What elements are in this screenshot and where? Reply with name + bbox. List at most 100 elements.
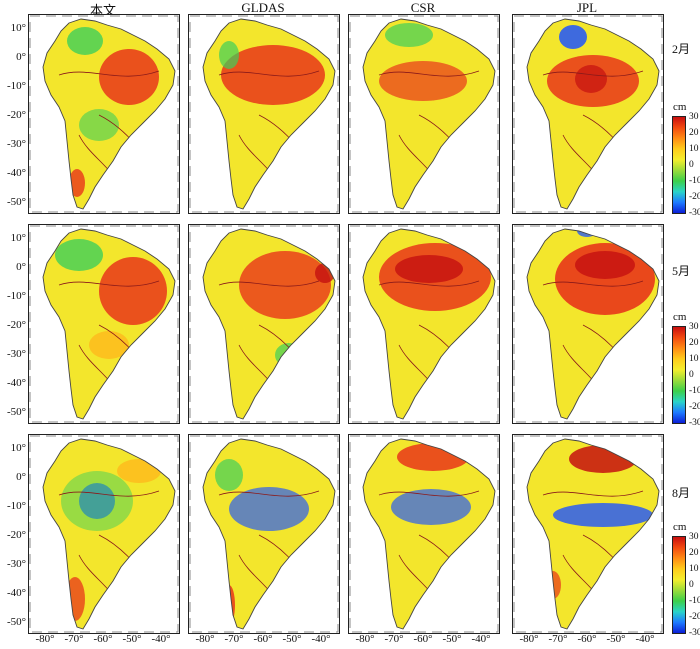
x-tick-label: -80° bbox=[195, 633, 215, 645]
coastline bbox=[202, 228, 336, 420]
y-tick-label: -40° bbox=[6, 587, 26, 599]
coastline bbox=[526, 228, 660, 420]
y-tick-label: 0° bbox=[16, 471, 26, 483]
row-label-may: 5月 bbox=[672, 264, 691, 278]
colorbar bbox=[672, 536, 686, 634]
map-panel-gldas-0 bbox=[188, 14, 340, 214]
colorbar-tick-label: 10 bbox=[689, 144, 699, 154]
anomaly-region bbox=[67, 27, 103, 55]
row-label-feb: 2月 bbox=[672, 42, 691, 56]
column-title-1: GLDAS bbox=[241, 0, 285, 15]
anomaly-region bbox=[397, 443, 469, 471]
map-panel-本文-0 bbox=[28, 14, 180, 214]
x-tick-label: -80° bbox=[519, 633, 539, 645]
anomaly-region bbox=[537, 379, 553, 407]
panel-frame bbox=[29, 15, 179, 213]
coastline bbox=[362, 438, 496, 630]
colorbar-tick-label: 0 bbox=[689, 160, 694, 170]
colorbar-tick-label: -20 bbox=[689, 402, 700, 412]
anomaly-region bbox=[65, 577, 85, 621]
colorbar-tick-label: -10 bbox=[689, 596, 700, 606]
anomaly-region bbox=[55, 239, 103, 271]
anomaly-region bbox=[575, 65, 607, 93]
panel-frame bbox=[29, 435, 179, 633]
y-tick-label: -30° bbox=[6, 138, 26, 150]
anomaly-region bbox=[553, 503, 653, 527]
coastline bbox=[42, 438, 176, 630]
x-tick-label: -50° bbox=[122, 633, 142, 645]
colorbar-tick-label: 10 bbox=[689, 564, 699, 574]
colorbar-tick-label: 0 bbox=[689, 580, 694, 590]
colorbar-unit: cm bbox=[673, 311, 687, 323]
coastline bbox=[202, 438, 336, 630]
x-tick-label: -50° bbox=[282, 633, 302, 645]
map-panel-本文-1 bbox=[28, 224, 180, 424]
colorbar-unit: cm bbox=[673, 521, 687, 533]
y-tick-label: 10° bbox=[10, 442, 26, 454]
land-mass bbox=[363, 439, 495, 629]
y-tick-label: -40° bbox=[6, 167, 26, 179]
y-tick-label: -50° bbox=[6, 196, 26, 208]
anomaly-region bbox=[61, 471, 133, 531]
anomaly-region bbox=[215, 459, 243, 491]
map-panel-csr-2 bbox=[348, 434, 500, 634]
colorbar-tick-label: 0 bbox=[689, 370, 694, 380]
colorbar-tick-label: 20 bbox=[689, 128, 699, 138]
panel-frame bbox=[189, 435, 339, 633]
anomaly-region bbox=[99, 257, 167, 325]
colorbar-tick-label: -10 bbox=[689, 176, 700, 186]
column-title-3: JPL bbox=[576, 0, 598, 15]
colorbar-tick-label: -20 bbox=[689, 612, 700, 622]
anomaly-region bbox=[229, 487, 309, 531]
coastline bbox=[42, 228, 176, 420]
panel-frame bbox=[349, 225, 499, 423]
x-tick-label: -60° bbox=[577, 633, 597, 645]
coastline bbox=[362, 18, 496, 210]
y-tick-label: -10° bbox=[6, 500, 26, 512]
y-tick-label: 10° bbox=[10, 22, 26, 34]
panel-frame bbox=[513, 15, 663, 213]
coastline bbox=[42, 18, 176, 210]
x-tick-label: -40° bbox=[471, 633, 491, 645]
anomaly-region bbox=[391, 489, 471, 525]
y-tick-label: -20° bbox=[6, 109, 26, 121]
y-tick-label: -10° bbox=[6, 290, 26, 302]
anomaly-region bbox=[537, 139, 553, 171]
anomaly-region bbox=[275, 343, 303, 367]
colorbar-tick-label: 30 bbox=[689, 112, 699, 122]
panel-frame bbox=[29, 225, 179, 423]
colorbar-tick-label: 20 bbox=[689, 338, 699, 348]
panel-frame bbox=[349, 15, 499, 213]
y-tick-label: -40° bbox=[6, 377, 26, 389]
colorbar bbox=[672, 326, 686, 424]
map-panel-csr-1 bbox=[348, 224, 500, 424]
map-panel-csr-0 bbox=[348, 14, 500, 214]
panel-frame bbox=[513, 435, 663, 633]
anomaly-region bbox=[569, 445, 637, 473]
anomaly-region bbox=[99, 49, 159, 105]
panel-frame bbox=[189, 225, 339, 423]
colorbar-tick-label: 30 bbox=[689, 322, 699, 332]
map-panel-gldas-1 bbox=[188, 224, 340, 424]
x-tick-label: -70° bbox=[64, 633, 84, 645]
colorbar-tick-label: 10 bbox=[689, 354, 699, 364]
anomaly-region bbox=[216, 155, 226, 175]
colorbar-tick-label: -30 bbox=[689, 208, 700, 218]
y-tick-label: -10° bbox=[6, 80, 26, 92]
panel-frame bbox=[349, 435, 499, 633]
anomaly-region bbox=[559, 25, 587, 49]
x-tick-label: -60° bbox=[413, 633, 433, 645]
colorbar-tick-label: -10 bbox=[689, 386, 700, 396]
y-tick-label: -20° bbox=[6, 529, 26, 541]
colorbar bbox=[672, 116, 686, 214]
coastline bbox=[202, 18, 336, 210]
map-panel-本文-2 bbox=[28, 434, 180, 634]
colorbar-tick-label: 30 bbox=[689, 532, 699, 542]
x-tick-label: -70° bbox=[224, 633, 244, 645]
x-tick-label: -70° bbox=[384, 633, 404, 645]
coastline bbox=[526, 18, 660, 210]
x-tick-label: -70° bbox=[548, 633, 568, 645]
y-tick-label: 10° bbox=[10, 232, 26, 244]
row-label-aug: 8月 bbox=[672, 486, 691, 500]
y-tick-label: -50° bbox=[6, 406, 26, 418]
